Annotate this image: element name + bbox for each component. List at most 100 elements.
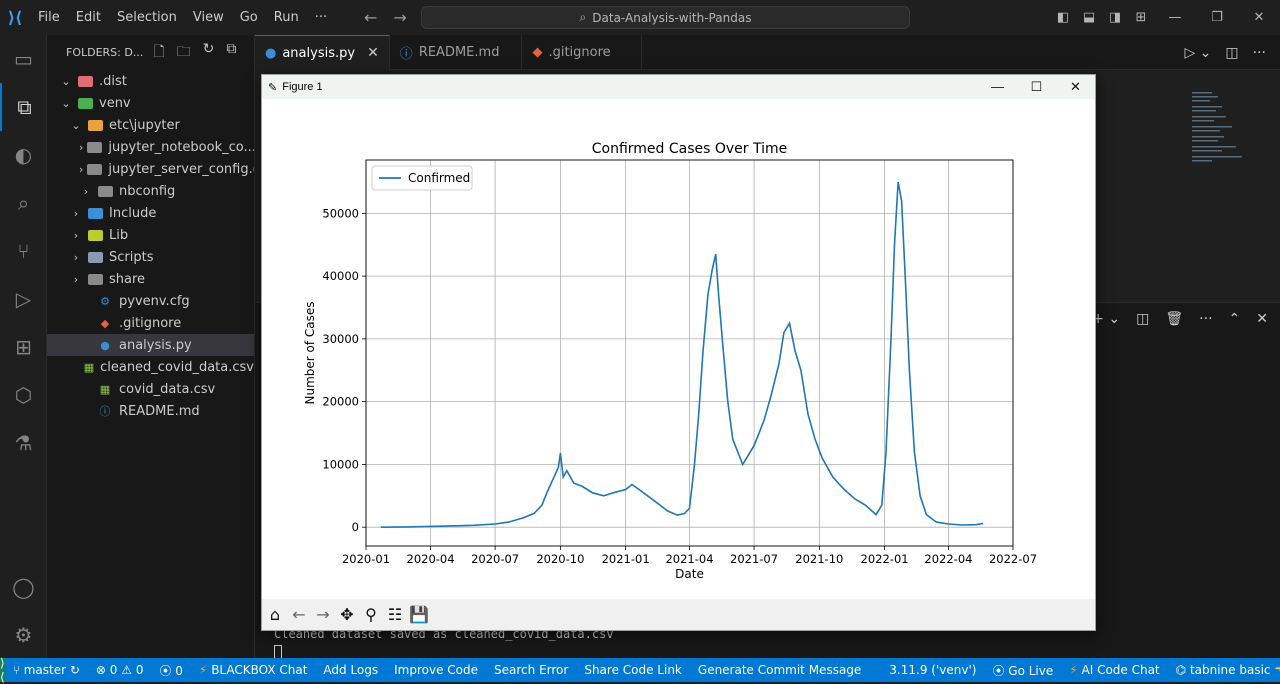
tree-item[interactable]: ▦ covid_data.csv: [47, 378, 254, 400]
branch-status[interactable]: ⑂ master ↻: [12, 663, 80, 677]
toggle-panel-icon[interactable]: ⬓: [1082, 10, 1096, 25]
tree-item[interactable]: ◆ .gitignore: [47, 312, 254, 334]
tree-item[interactable]: ⌄ .dist: [47, 70, 254, 92]
minimize-window-icon[interactable]: —: [1168, 10, 1182, 25]
customize-layout-icon[interactable]: ⊞: [1135, 10, 1147, 25]
close-tab-icon[interactable]: ✕: [367, 45, 379, 61]
remote-indicator-icon[interactable]: ⟩⟨: [0, 656, 5, 684]
blackbox-chat-button[interactable]: ⚡ BLACKBOX Chat: [198, 663, 308, 677]
ports-status[interactable]: ⦿ 0: [159, 663, 183, 678]
extension-view-icon[interactable]: ◐: [14, 143, 33, 167]
python-interpreter-status[interactable]: 3.11.9 ('venv'): [889, 663, 977, 677]
tab-gitignore[interactable]: ◆ .gitignore: [522, 35, 642, 70]
kill-terminal-icon[interactable]: 🗑: [1165, 311, 1184, 327]
pan-icon[interactable]: ✥: [340, 605, 354, 624]
tree-item[interactable]: › nbconfig: [47, 180, 254, 202]
close-window-icon[interactable]: ✕: [1253, 10, 1265, 25]
toggle-secondary-sidebar-icon[interactable]: ◨: [1108, 10, 1122, 25]
maximize-panel-icon[interactable]: ⌃: [1228, 311, 1241, 327]
zoom-icon[interactable]: ⚲: [365, 605, 377, 624]
chevron-right-icon[interactable]: ›: [83, 184, 89, 198]
forward-arrow-icon[interactable]: →: [393, 8, 407, 27]
tree-item[interactable]: ▦ cleaned_covid_data.csv: [47, 356, 254, 378]
save-icon[interactable]: 💾: [409, 605, 429, 624]
figure-window[interactable]: ✎ Figure 1 — ☐ ✕ 2020-01 2020-04 2020-07 20…: [261, 74, 1096, 631]
menu-edit[interactable]: Edit: [75, 10, 101, 25]
tree-item[interactable]: ⚙ pyvenv.cfg: [47, 290, 254, 312]
more-actions-icon[interactable]: ···: [1252, 44, 1266, 61]
tree-item[interactable]: › Scripts: [47, 246, 254, 268]
add-logs-button[interactable]: Add Logs: [323, 663, 379, 677]
chevron-right-icon[interactable]: ›: [79, 162, 84, 176]
explorer-icon[interactable]: ⧉: [0, 83, 47, 131]
tree-item[interactable]: ● analysis.py: [47, 334, 254, 356]
menu-view[interactable]: View: [192, 10, 224, 25]
home-icon[interactable]: ⌂: [269, 605, 281, 624]
chevron-right-icon[interactable]: ›: [73, 250, 79, 264]
command-center-search[interactable]: ⌕ Data-Analysis-with-Pandas: [421, 6, 910, 29]
new-terminal-icon[interactable]: + ⌄: [1092, 311, 1121, 327]
new-folder-icon[interactable]: 🗀: [176, 43, 191, 60]
new-file-icon[interactable]: 🗋: [153, 43, 165, 60]
tree-item[interactable]: › Lib: [47, 224, 254, 246]
tree-item[interactable]: ⌄ venv: [47, 92, 254, 114]
remote-explorer-icon[interactable]: ▭: [14, 47, 33, 71]
chevron-right-icon[interactable]: ›: [79, 140, 84, 154]
restore-window-icon[interactable]: ❐: [1211, 10, 1223, 25]
menu-run[interactable]: Run: [273, 10, 299, 25]
figure-close-icon[interactable]: ✕: [1070, 79, 1081, 94]
tabnine-status[interactable]: ⌬ tabnine basic 👈: [1175, 663, 1280, 677]
generate-commit-message-button[interactable]: Generate Commit Message: [697, 663, 862, 677]
tab-readme-md[interactable]: ⓘ README.md: [390, 35, 523, 70]
collapse-all-icon[interactable]: ⧉: [226, 40, 237, 57]
tree-item[interactable]: › share: [47, 268, 254, 290]
run-python-file-icon[interactable]: ▷ ⌄: [1184, 44, 1212, 61]
tree-item-label: share: [109, 271, 146, 287]
figure-canvas[interactable]: 2020-01 2020-04 2020-07 2020-10 2021-01 2021-…: [262, 99, 1095, 599]
ai-code-chat-button[interactable]: ⚡ AI Code Chat: [1069, 663, 1160, 677]
chevron-right-icon[interactable]: ›: [73, 206, 79, 220]
back-arrow-icon[interactable]: ←: [364, 8, 378, 27]
search-view-icon[interactable]: ⌕: [17, 191, 30, 215]
accounts-icon[interactable]: ◯: [12, 575, 35, 599]
chevron-right-icon[interactable]: ›: [73, 272, 79, 286]
tab-analysis-py[interactable]: ● analysis.py ✕: [255, 35, 390, 70]
tree-item[interactable]: › jupyter_server_config.d: [47, 158, 254, 180]
container-icon[interactable]: ⬡: [14, 383, 33, 407]
menu-file[interactable]: File: [38, 10, 60, 25]
chevron-right-icon[interactable]: ›: [73, 228, 79, 242]
menu-selection[interactable]: Selection: [116, 10, 177, 25]
figure-maximize-icon[interactable]: ☐: [1030, 79, 1043, 94]
go-live-button[interactable]: ⦿ Go Live: [992, 663, 1054, 678]
improve-code-button[interactable]: Improve Code: [394, 663, 479, 677]
tree-item[interactable]: ⌄ etc\jupyter: [47, 114, 254, 136]
tree-item[interactable]: ⓘ README.md: [47, 400, 254, 422]
figure-minimize-icon[interactable]: —: [991, 79, 1004, 94]
close-panel-icon[interactable]: ✕: [1256, 311, 1268, 327]
testing-icon[interactable]: ⚗: [14, 431, 33, 455]
minimap[interactable]: [1188, 88, 1248, 168]
chevron-down-icon[interactable]: ⌄: [71, 118, 81, 132]
run-debug-icon[interactable]: ▷: [15, 287, 32, 311]
manage-gear-icon[interactable]: ⚙: [14, 623, 33, 647]
menu-more[interactable]: ···: [314, 10, 328, 25]
toggle-primary-sidebar-icon[interactable]: ◧: [1056, 10, 1070, 25]
source-control-icon[interactable]: ⑂: [17, 239, 30, 263]
tree-item[interactable]: › jupyter_notebook_co...: [47, 136, 254, 158]
split-terminal-icon[interactable]: ◫: [1136, 311, 1150, 327]
problems-status[interactable]: ⊗ 0 ⚠ 0: [95, 663, 144, 677]
share-code-link-button[interactable]: Share Code Link: [584, 663, 682, 677]
chevron-down-icon[interactable]: ⌄: [61, 74, 71, 88]
figure-titlebar[interactable]: ✎ Figure 1 — ☐ ✕: [262, 75, 1095, 99]
configure-subplots-icon[interactable]: ☷: [387, 605, 403, 624]
chevron-down-icon[interactable]: ⌄: [61, 96, 71, 110]
extensions-icon[interactable]: ⊞: [15, 335, 32, 359]
forward-icon[interactable]: →: [316, 605, 330, 624]
refresh-icon[interactable]: ↻: [202, 40, 215, 57]
tree-item[interactable]: › Include: [47, 202, 254, 224]
split-editor-icon[interactable]: ◫: [1225, 44, 1239, 61]
search-error-button[interactable]: Search Error: [494, 663, 569, 677]
back-icon[interactable]: ←: [292, 605, 306, 624]
more-actions-icon[interactable]: ···: [1199, 311, 1213, 327]
menu-go[interactable]: Go: [239, 10, 258, 25]
